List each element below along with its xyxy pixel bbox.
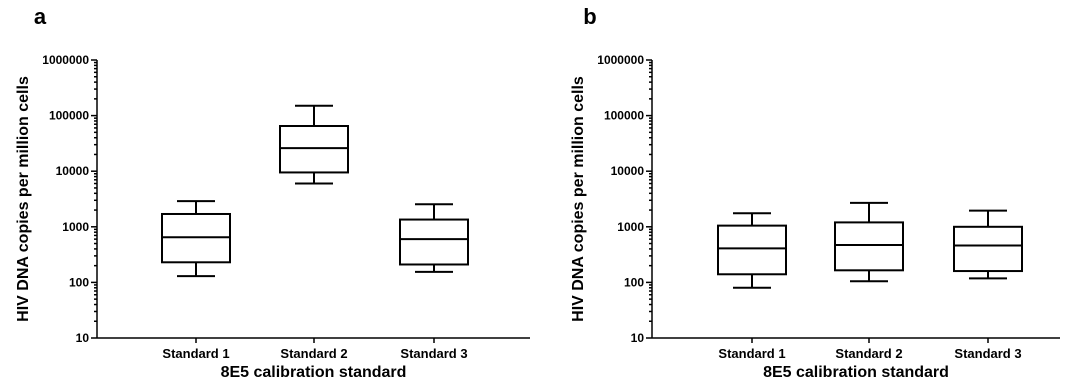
- x-tick-label: Standard 3: [954, 346, 1021, 361]
- y-tick-label: 1000000: [42, 53, 89, 67]
- iqr-box: [717, 224, 787, 276]
- box-standard-3: [953, 209, 1023, 280]
- y-tick-label: 10: [631, 331, 645, 345]
- y-tick-label: 10000: [611, 164, 645, 178]
- x-tick-label: Standard 2: [280, 346, 347, 361]
- y-tick-label: 10: [76, 331, 90, 345]
- iqr-box: [279, 125, 349, 174]
- chart-panel-b: b 10 100 1000 10000 100000 1000000 Standard 1 St…: [570, 4, 1060, 381]
- x-tick-label: Standard 2: [835, 346, 902, 361]
- box-standard-3: [399, 203, 469, 273]
- x-tick-label: Standard 1: [162, 346, 229, 361]
- iqr-box: [953, 225, 1023, 273]
- y-tick-label: 1000: [617, 220, 644, 234]
- y-tick-label: 100000: [49, 109, 89, 123]
- panel-label: a: [34, 4, 47, 29]
- y-tick-label: 100000: [604, 109, 644, 123]
- x-tick-label: Standard 3: [400, 346, 467, 361]
- y-tick-label: 100: [624, 275, 644, 289]
- x-tick-label: Standard 1: [718, 346, 785, 361]
- y-tick-label: 100: [69, 275, 89, 289]
- box-standard-2: [279, 104, 349, 185]
- box-standard-2: [834, 201, 904, 283]
- x-axis-title: 8E5 calibration standard: [763, 364, 949, 381]
- chart-panel-a: a 10 100 1000 10000 100000 1000000 Standard 1 St…: [15, 4, 530, 381]
- y-tick-label: 1000000: [597, 53, 644, 67]
- y-axis-title: HIV DNA copies per million cells: [15, 76, 32, 322]
- box-standard-1: [717, 212, 787, 289]
- box-standard-1: [161, 200, 231, 278]
- panel-label: b: [583, 4, 596, 29]
- iqr-box: [834, 221, 904, 272]
- y-tick-label: 10000: [56, 164, 90, 178]
- x-axis-title: 8E5 calibration standard: [221, 364, 407, 381]
- y-axis-title: HIV DNA copies per million cells: [570, 76, 587, 322]
- y-tick-label: 1000: [62, 220, 89, 234]
- iqr-box: [399, 218, 469, 266]
